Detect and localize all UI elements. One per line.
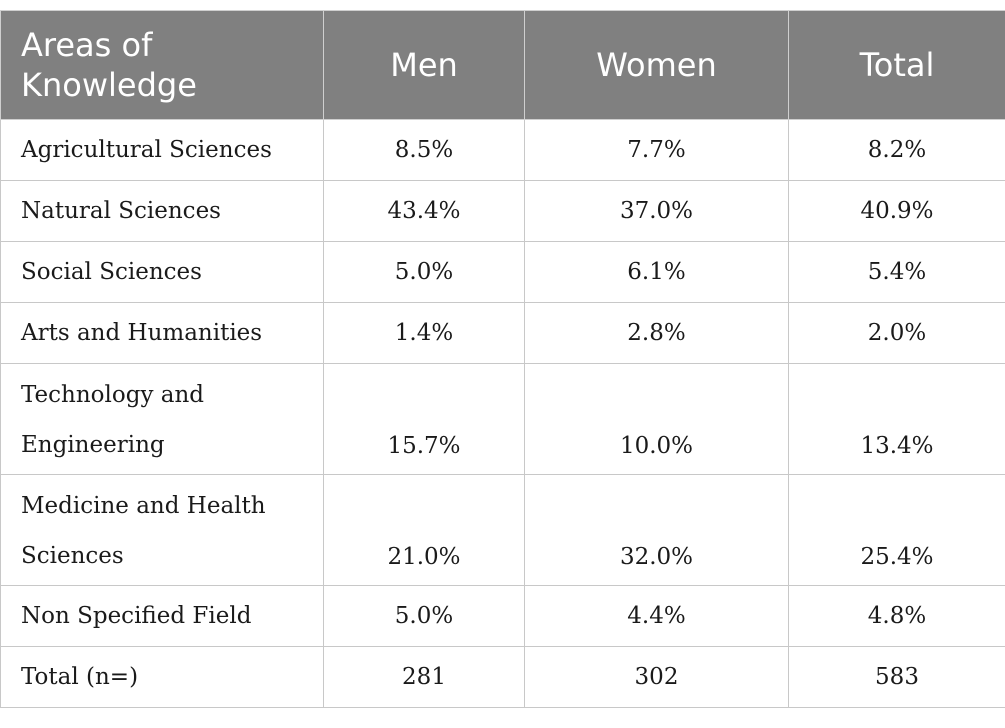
row-men-value: 5.0% xyxy=(323,585,525,647)
row-area-label: Agricultural Sciences xyxy=(0,119,324,181)
row-area-label: Non Specified Field xyxy=(0,585,324,647)
row-men-value: 15.7% xyxy=(323,363,525,475)
table-row: Social Sciences 5.0% 6.1% 5.4% xyxy=(0,241,1005,303)
header-total: Total xyxy=(788,10,1005,120)
row-total-value: 25.4% xyxy=(788,474,1005,586)
table-row: Technology and Engineering 15.7% 10.0% 1… xyxy=(0,363,1005,475)
row-men-value: 8.5% xyxy=(323,119,525,181)
table-row: Arts and Humanities 1.4% 2.8% 2.0% xyxy=(0,302,1005,364)
row-women-value: 2.8% xyxy=(524,302,789,364)
table-row: Medicine and Health Sciences 21.0% 32.0%… xyxy=(0,474,1005,586)
row-total-value: 5.4% xyxy=(788,241,1005,303)
row-area-label: Natural Sciences xyxy=(0,180,324,242)
header-women: Women xyxy=(524,10,789,120)
row-men-value: 281 xyxy=(323,646,525,708)
data-table: Areas of Knowledge Men Women Total Agric… xyxy=(0,10,1005,708)
row-men-value: 21.0% xyxy=(323,474,525,586)
row-area-label: Arts and Humanities xyxy=(0,302,324,364)
table-header: Areas of Knowledge Men Women Total xyxy=(0,10,1005,120)
row-total-value: 4.8% xyxy=(788,585,1005,647)
row-area-label: Technology and Engineering xyxy=(0,363,324,475)
row-women-value: 37.0% xyxy=(524,180,789,242)
row-men-value: 43.4% xyxy=(323,180,525,242)
row-women-value: 4.4% xyxy=(524,585,789,647)
row-total-value: 2.0% xyxy=(788,302,1005,364)
table-body: Agricultural Sciences 8.5% 7.7% 8.2% Nat… xyxy=(0,119,1005,708)
row-women-value: 32.0% xyxy=(524,474,789,586)
header-men: Men xyxy=(323,10,525,120)
table-row: Non Specified Field 5.0% 4.4% 4.8% xyxy=(0,585,1005,647)
row-total-value: 8.2% xyxy=(788,119,1005,181)
row-women-value: 302 xyxy=(524,646,789,708)
row-women-value: 6.1% xyxy=(524,241,789,303)
table-row: Natural Sciences 43.4% 37.0% 40.9% xyxy=(0,180,1005,242)
header-row: Areas of Knowledge Men Women Total xyxy=(0,10,1005,120)
row-total-value: 13.4% xyxy=(788,363,1005,475)
row-women-value: 10.0% xyxy=(524,363,789,475)
table-row-total: Total (n=) 281 302 583 xyxy=(0,646,1005,708)
row-total-value: 583 xyxy=(788,646,1005,708)
table-row: Agricultural Sciences 8.5% 7.7% 8.2% xyxy=(0,119,1005,181)
row-area-label: Social Sciences xyxy=(0,241,324,303)
row-total-value: 40.9% xyxy=(788,180,1005,242)
row-women-value: 7.7% xyxy=(524,119,789,181)
header-areas-of-knowledge: Areas of Knowledge xyxy=(0,10,324,120)
row-men-value: 5.0% xyxy=(323,241,525,303)
row-area-label: Total (n=) xyxy=(0,646,324,708)
row-area-label: Medicine and Health Sciences xyxy=(0,474,324,586)
row-men-value: 1.4% xyxy=(323,302,525,364)
